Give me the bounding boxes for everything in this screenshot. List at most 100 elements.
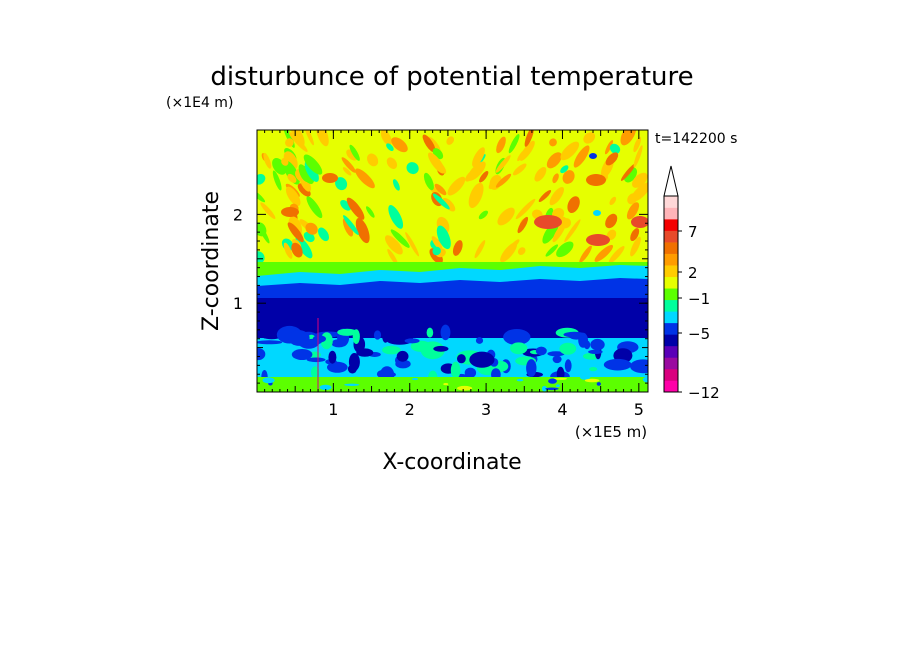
colorbar-swatch (664, 357, 678, 370)
upper-blob (349, 144, 360, 161)
lower-blob (426, 327, 434, 338)
upper-blob (428, 152, 445, 174)
x-tick-label: 1 (328, 400, 338, 419)
upper-blob (436, 225, 451, 250)
upper-blob (545, 244, 559, 257)
surface-blob (368, 383, 384, 389)
upper-blob (496, 136, 506, 154)
surface-blob (411, 377, 419, 381)
colorbar-swatch (664, 334, 678, 347)
upper-blob (517, 216, 529, 234)
upper-blob (583, 132, 596, 144)
surface-blob (516, 378, 524, 382)
surface-blob (344, 383, 360, 386)
upper-blob (552, 221, 567, 243)
upper-blob (567, 196, 580, 213)
upper-blob (633, 136, 642, 153)
upper-blob (341, 157, 356, 173)
lower-blob (381, 325, 390, 343)
surface-blob (319, 384, 332, 390)
warm-cell (631, 216, 648, 228)
surface-blob (620, 385, 628, 388)
upper-blob (355, 168, 375, 189)
colorbar-swatch (664, 299, 678, 312)
lower-blob (306, 357, 326, 363)
lower-blob (510, 342, 528, 355)
upper-blob (633, 145, 643, 168)
colorbar: 7 2 −1 −5 −12 (663, 165, 720, 402)
upper-blob (446, 136, 455, 145)
upper-blob (630, 228, 640, 242)
surface-blob (453, 381, 466, 386)
y-tick-label: 2 (233, 205, 243, 224)
x-unit-label: (×1E5 m) (575, 423, 647, 441)
upper-blob (432, 246, 441, 256)
lower-blob (291, 349, 313, 360)
surface-blob (262, 377, 275, 384)
upper-blob (257, 251, 265, 264)
surface-blob (432, 381, 438, 387)
upper-blob (497, 207, 515, 226)
upper-blob (626, 202, 640, 220)
upper-blob (620, 163, 636, 181)
lower-blob (404, 338, 420, 344)
upper-blob (579, 245, 592, 263)
upper-blob (630, 236, 641, 257)
upper-blob (305, 222, 318, 235)
lower-blob (396, 350, 409, 362)
lower-blob (547, 351, 565, 357)
upper-blob (604, 140, 614, 155)
colorbar-swatch (664, 242, 678, 254)
upper-blob (366, 153, 379, 167)
upper-blob (519, 140, 535, 161)
upper-blob (442, 197, 456, 212)
x-tick-label: 5 (634, 400, 644, 419)
contour-field (257, 130, 648, 392)
lower-blob (469, 351, 495, 368)
upper-blob (556, 241, 574, 258)
colorbar-swatch (664, 322, 678, 335)
upper-blob (549, 187, 565, 206)
upper-blob (317, 227, 330, 242)
upper-blob (283, 242, 293, 259)
colorbar-swatch (664, 368, 678, 381)
lower-blob (257, 348, 266, 361)
upper-blob (468, 182, 484, 209)
surface-features (262, 375, 648, 392)
upper-blob (508, 133, 520, 154)
lower-blob (457, 354, 466, 364)
surface-blob (545, 387, 559, 391)
y-ticks: 12 (233, 205, 648, 384)
upper-blob (432, 193, 450, 210)
surface-blob (611, 381, 619, 385)
x-axis-label: X-coordinate (382, 450, 521, 475)
upper-blob (452, 240, 463, 256)
surface-blob (541, 385, 547, 392)
lower-blob (563, 331, 586, 338)
upper-blob (386, 157, 398, 169)
upper-blob (606, 229, 617, 241)
surface-blob (642, 376, 648, 383)
upper-blob (366, 206, 375, 218)
upper-blob (386, 143, 394, 151)
upper-blob (562, 170, 575, 184)
upper-blob (512, 163, 527, 176)
lower-blob (352, 329, 360, 344)
upper-blob (546, 152, 562, 169)
surface-blob (350, 376, 362, 381)
surface-blob (540, 379, 547, 386)
upper-blob (406, 162, 419, 175)
surface-blob (548, 378, 557, 384)
upper-blob (316, 130, 329, 147)
upper-blob (392, 179, 400, 191)
lower-blob (257, 340, 283, 345)
upper-blob (515, 198, 536, 220)
y-unit-label: (×1E4 m) (166, 95, 233, 111)
lower-blob (475, 337, 484, 344)
upper-blob (431, 236, 443, 251)
lower-blob (450, 361, 461, 379)
upper-blob (573, 145, 590, 168)
upper-blob (405, 232, 420, 257)
upper-blob (355, 218, 370, 244)
